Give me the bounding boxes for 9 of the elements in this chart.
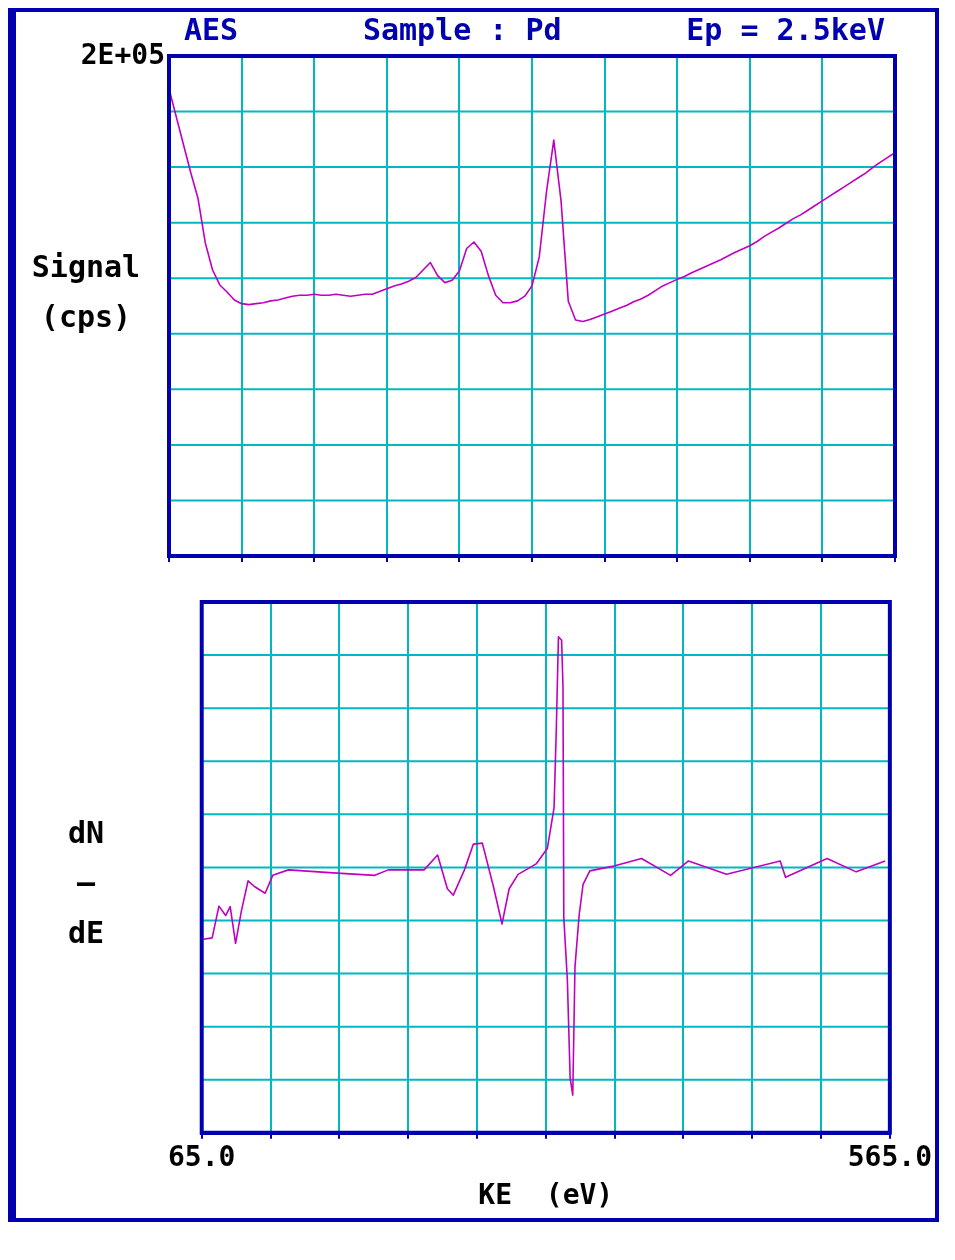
text: Sample : Pd: [362, 12, 562, 49]
x-tick-label: 565.0: [847, 1139, 932, 1173]
x-axis-title: KE (eV): [478, 1178, 614, 1212]
y-axis-title: Signal (cps): [30, 248, 142, 336]
x-tick-label: 65.0: [168, 1139, 236, 1173]
y-axis-title: dN — dE: [66, 814, 106, 952]
chart-title: AES: [184, 12, 239, 49]
text: 2E+05: [80, 38, 165, 71]
text: Ep = 2.5keV: [686, 12, 885, 49]
